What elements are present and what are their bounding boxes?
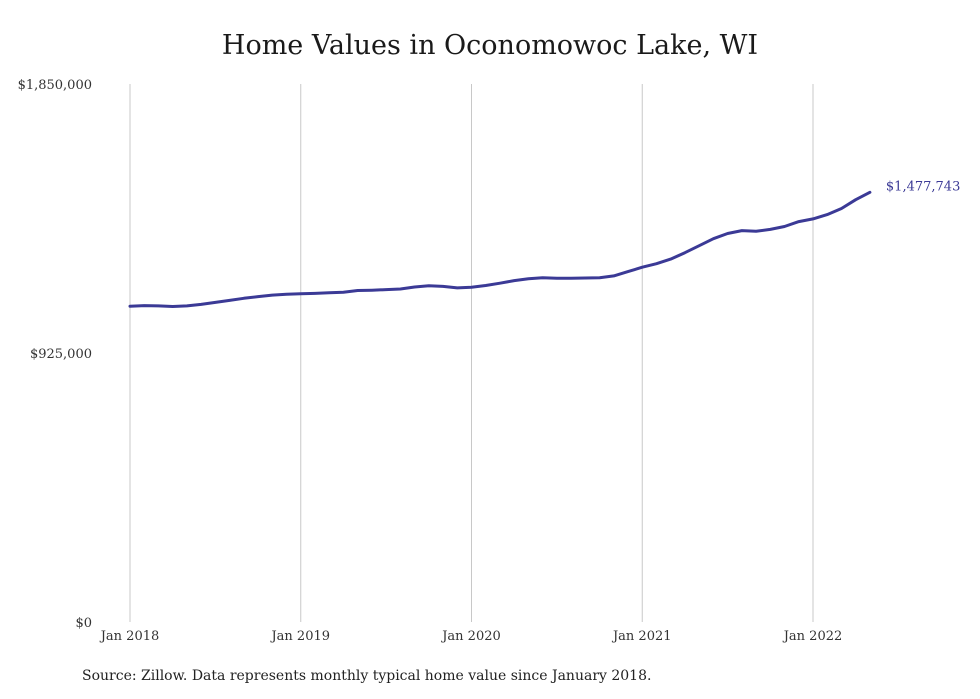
source-note: Source: Zillow. Data represents monthly … [82, 668, 652, 684]
x-axis-ticks: Jan 2018 Jan 2019 Jan 2020 Jan 2021 Jan 2022 [99, 629, 843, 644]
y-tick-label: $0 [75, 616, 92, 631]
y-tick-label: $925,000 [30, 347, 92, 362]
x-tick-label: Jan 2018 [99, 629, 160, 644]
chart-title: Home Values in Oconomowoc Lake, WI [221, 30, 759, 61]
series-line [128, 190, 872, 308]
series-layer: $1,477,743 [128, 179, 960, 308]
end-value-label: $1,477,743 [886, 179, 960, 194]
y-tick-label: $1,850,000 [18, 78, 92, 93]
x-tick-label: Jan 2021 [611, 629, 672, 644]
x-tick-label: Jan 2022 [782, 629, 843, 644]
y-axis-ticks: $0 $925,000 $1,850,000 [18, 78, 92, 631]
x-tick-label: Jan 2020 [440, 629, 501, 644]
x-tick-label: Jan 2019 [269, 629, 330, 644]
gridlines [129, 84, 814, 622]
